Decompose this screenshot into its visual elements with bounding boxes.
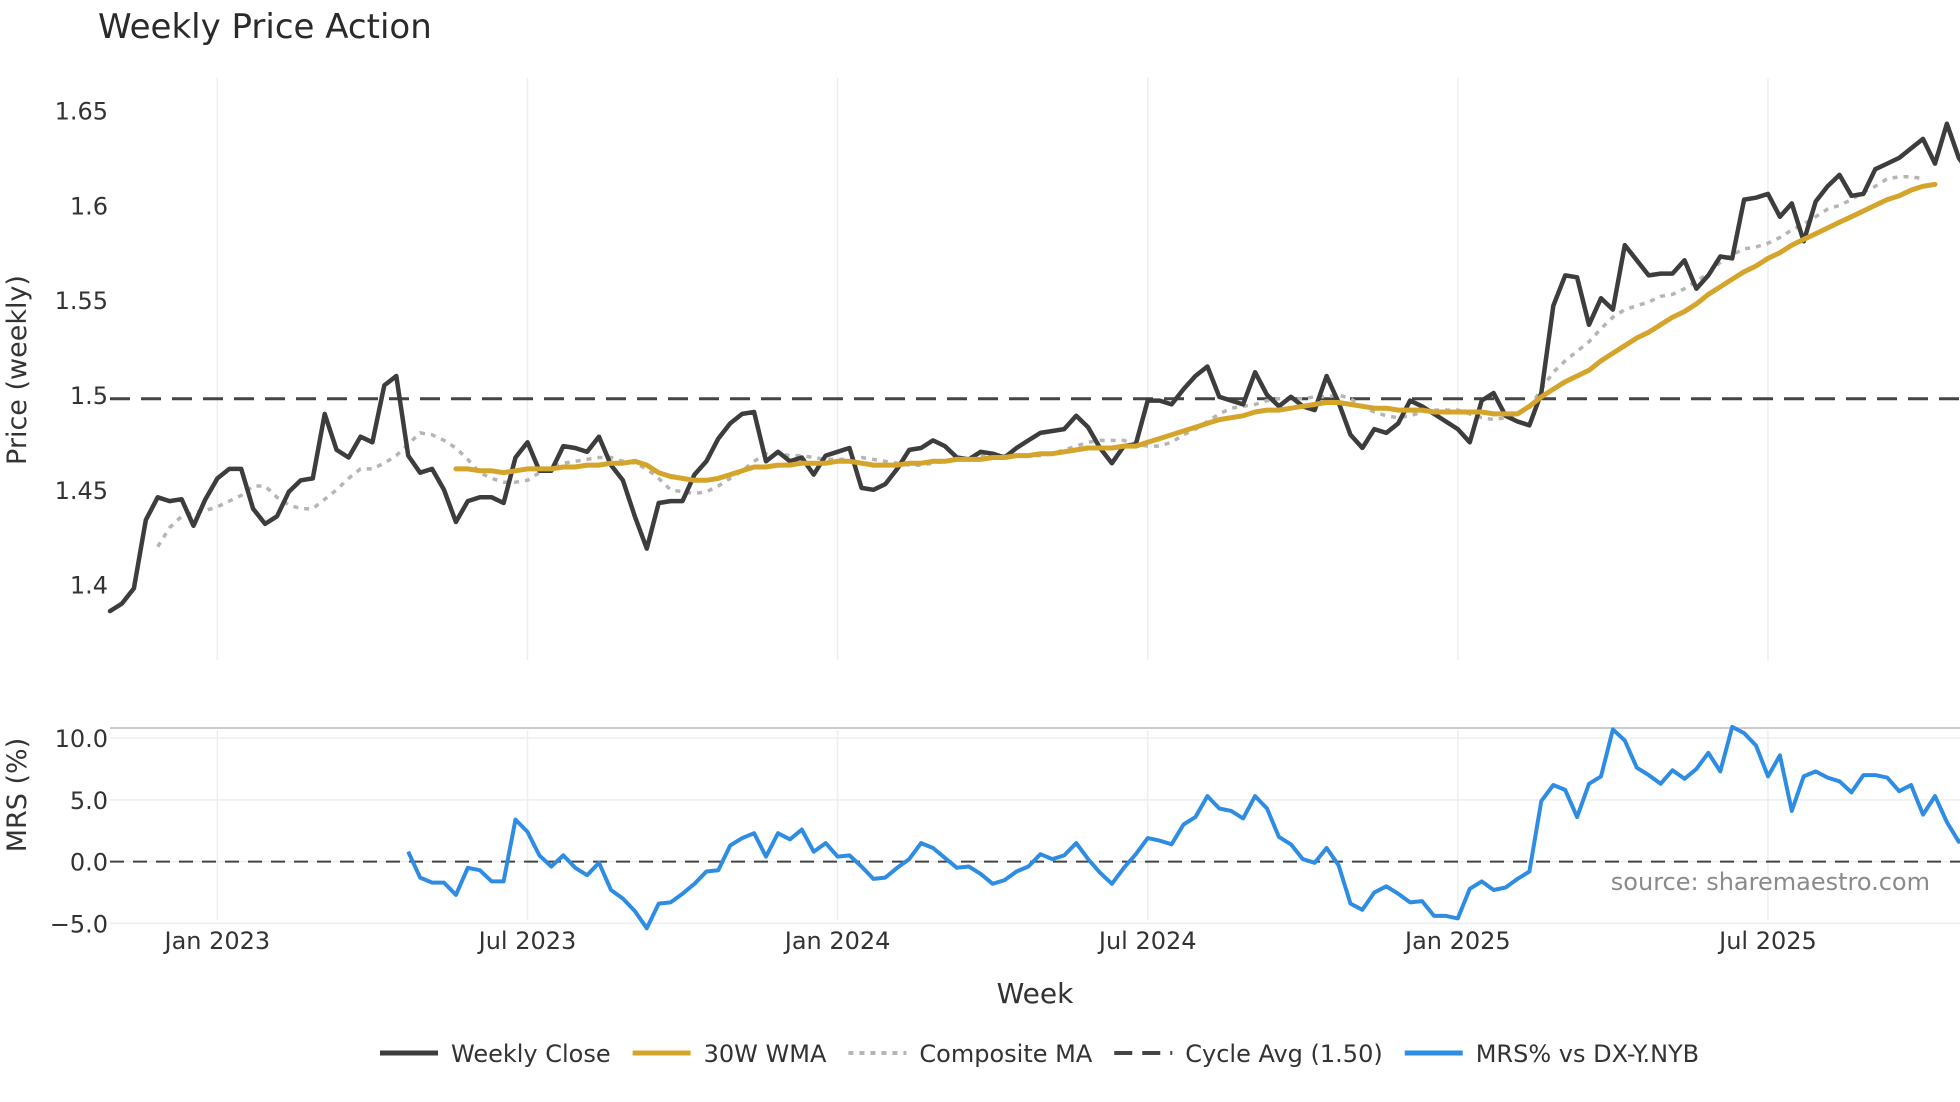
x-tick-label: Jul 2025 — [1717, 927, 1817, 955]
price-y-tick-label: 1.5 — [70, 382, 108, 410]
price-grid — [216, 78, 1769, 660]
x-tick-label: Jan 2024 — [783, 927, 891, 955]
price-y-tick-label: 1.65 — [55, 97, 108, 125]
mrs-y-tick-label: −5.0 — [50, 910, 108, 938]
weekly-close-line — [107, 121, 1960, 614]
x-tick-label: Jul 2024 — [1097, 927, 1197, 955]
wma-30w-line — [453, 181, 1938, 483]
price-y-tick-label: 1.4 — [70, 572, 108, 600]
legend-label: MRS% vs DX-Y.NYB — [1476, 1040, 1699, 1068]
price-y-tick-label: 1.45 — [55, 477, 108, 505]
price-axis-label: Price (weekly) — [2, 275, 33, 465]
mrs-series — [406, 724, 1960, 931]
composite-ma-line — [156, 175, 1924, 548]
legend-label: Composite MA — [919, 1040, 1092, 1068]
price-series — [107, 121, 1960, 614]
legend-label: Weekly Close — [451, 1040, 611, 1068]
mrs-axis-label: MRS (%) — [2, 738, 33, 853]
chart-title: Weekly Price Action — [98, 7, 432, 47]
legend-label: Cycle Avg (1.50) — [1185, 1040, 1382, 1068]
legend-label: 30W WMA — [704, 1040, 827, 1068]
mrs-line — [406, 724, 1960, 931]
mrs-grid — [110, 730, 1960, 925]
price-y-tick-label: 1.55 — [55, 287, 108, 315]
mrs-y-tick-label: 10.0 — [55, 725, 108, 753]
x-tick-label: Jul 2023 — [477, 927, 577, 955]
source-annotation: source: sharemaestro.com — [1611, 868, 1930, 896]
mrs-y-tick-label: 5.0 — [70, 787, 108, 815]
legend: Weekly Close 30W WMA Composite MA Cycle Avg… — [380, 1040, 1699, 1068]
price-y-tick-label: 1.6 — [70, 192, 108, 220]
mrs-y-tick-label: 0.0 — [70, 849, 108, 877]
mrs-y-ticks: 10.0 5.0 0.0 −5.0 — [50, 725, 108, 938]
x-tick-label: Jan 2023 — [162, 927, 270, 955]
price-y-ticks: 1.4 1.45 1.5 1.55 1.6 1.65 — [55, 97, 108, 599]
x-axis-label: Week — [997, 977, 1074, 1010]
x-tick-label: Jan 2025 — [1403, 927, 1511, 955]
x-axis-ticks: Jan 2023 Jul 2023 Jan 2024 Jul 2024 Jan 2025… — [162, 927, 1816, 955]
